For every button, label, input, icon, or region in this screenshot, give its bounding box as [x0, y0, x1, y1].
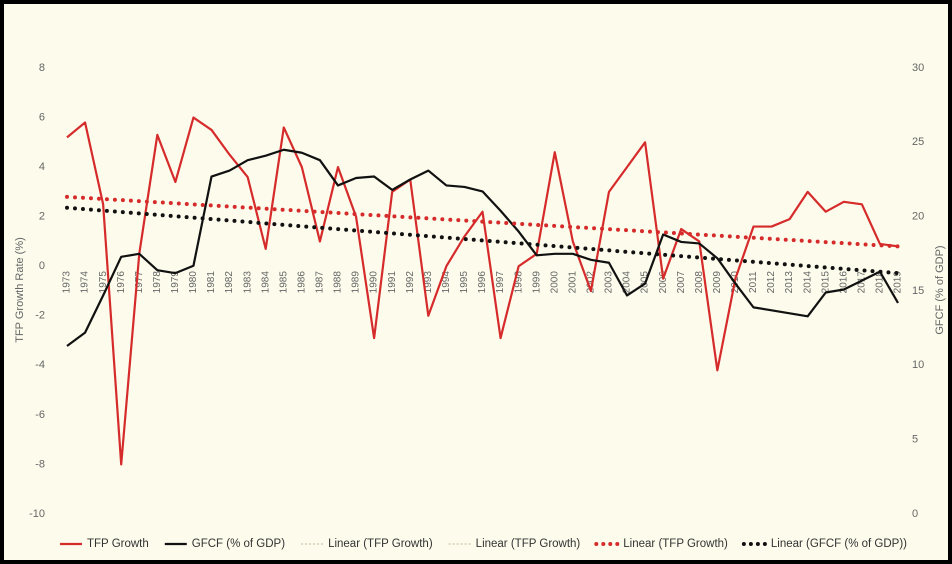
- y-tick-label: -6: [35, 409, 45, 421]
- x-tick-label: 2009: [712, 271, 723, 294]
- y-tick-label: 8: [39, 62, 45, 74]
- x-tick-label: 1985: [278, 271, 289, 294]
- x-tick-label: 1986: [296, 271, 307, 294]
- x-tick-label: 2016: [838, 271, 849, 294]
- series-line: [66, 148, 899, 347]
- x-tick-label: 2017: [857, 271, 868, 294]
- x-tick-label: 2006: [658, 271, 669, 294]
- y-tick-label: -2: [35, 310, 45, 322]
- x-tick-label: 1988: [333, 271, 344, 294]
- x-tick-label: 2001: [567, 271, 578, 294]
- legend-label: Linear (TFP Growth): [476, 538, 581, 550]
- trend-line: [65, 194, 900, 249]
- x-tick-label: 1980: [188, 271, 199, 294]
- trend-line: [65, 205, 900, 276]
- y-tick-label: 2: [39, 211, 45, 223]
- x-tick-label: 1992: [405, 271, 416, 294]
- legend-label: TFP Growth: [87, 538, 149, 550]
- x-tick-label: 1976: [116, 271, 127, 294]
- y-tick-label: -10: [29, 508, 45, 520]
- x-tick-label: 2008: [694, 271, 705, 294]
- x-tick-label: 1991: [387, 271, 398, 294]
- x-tick-label: 2014: [802, 271, 813, 294]
- x-tick-label: 1990: [369, 271, 380, 294]
- legend-label: Linear (GFCF (% of GDP)): [771, 538, 907, 550]
- y-tick-label: 4: [39, 161, 45, 173]
- x-tick-label: 1981: [206, 271, 217, 294]
- y-tick-label: -4: [35, 359, 45, 371]
- legend-label: GFCF (% of GDP): [192, 538, 285, 550]
- x-tick-label: 1989: [351, 271, 362, 294]
- x-tick-label: 2007: [676, 271, 687, 294]
- y2-tick-label: 25: [912, 136, 924, 148]
- y2-tick-label: 15: [912, 285, 924, 297]
- legend-label: Linear (TFP Growth): [623, 538, 728, 550]
- x-tick-label: 1984: [260, 271, 271, 294]
- x-tick-label: 2011: [748, 271, 759, 293]
- x-tick-label: 1983: [242, 271, 253, 294]
- x-tick-label: 1975: [98, 271, 109, 294]
- x-tick-label: 2018: [875, 271, 886, 294]
- x-tick-label: 2002: [586, 271, 597, 294]
- x-tick-label: 1982: [224, 271, 235, 294]
- x-tick-label: 2015: [820, 271, 831, 294]
- x-tick-label: 1978: [152, 271, 163, 294]
- x-tick-label: 1977: [134, 271, 145, 294]
- x-tick-label: 1996: [477, 271, 488, 294]
- series-line: [66, 116, 899, 466]
- x-tick-label: 1993: [423, 271, 434, 294]
- x-tick-label: 2000: [549, 271, 560, 294]
- y2-tick-label: 30: [912, 62, 924, 74]
- x-tick-label: 2003: [604, 271, 615, 294]
- y-tick-label: 0: [39, 260, 45, 272]
- y2-tick-label: 5: [912, 434, 918, 446]
- x-tick-label: 2012: [766, 271, 777, 294]
- x-tick-label: 2013: [784, 271, 795, 294]
- y-axis-label: TFP Growth Rate (%): [14, 237, 26, 343]
- legend-label: Linear (TFP Growth): [328, 538, 433, 550]
- x-tick-label: 1973: [62, 271, 73, 294]
- y-tick-label: 6: [39, 111, 45, 123]
- x-tick-label: 1987: [315, 271, 326, 294]
- y2-tick-label: 10: [912, 359, 924, 371]
- y2-tick-label: 20: [912, 211, 924, 223]
- x-tick-label: 1998: [513, 271, 524, 294]
- x-tick-label: 1999: [531, 271, 542, 294]
- x-tick-label: 1994: [441, 271, 452, 294]
- y-tick-label: -8: [35, 458, 45, 470]
- x-tick-label: 1974: [80, 271, 91, 294]
- y2-tick-label: 0: [912, 508, 918, 520]
- x-tick-label: 1997: [495, 271, 506, 294]
- x-tick-label: 1995: [459, 271, 470, 294]
- y2-axis-label: GFCF (% of GDP): [934, 245, 946, 334]
- x-tick-label: 2004: [622, 271, 633, 294]
- x-tick-label: 1979: [170, 271, 181, 294]
- x-tick-label: 2019: [893, 271, 904, 294]
